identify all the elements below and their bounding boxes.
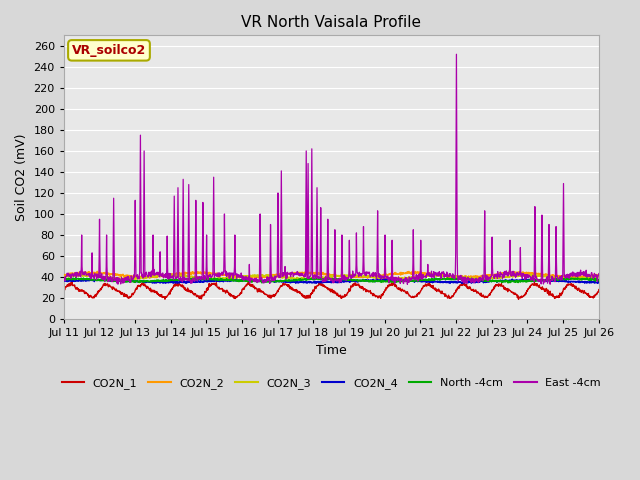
Title: VR North Vaisala Profile: VR North Vaisala Profile [241,15,421,30]
North -4cm [595,277,603,283]
North -4cm [166,278,173,284]
East -4cm [60,274,68,280]
North -4cm [415,277,422,283]
East -4cm [166,276,173,281]
CO2N_1 [239,287,247,292]
CO2N_3 [532,273,540,278]
CO2N_1 [60,288,68,294]
North -4cm [485,278,493,284]
CO2N_1 [484,292,492,298]
CO2N_3 [239,274,246,280]
CO2N_1 [595,287,603,292]
CO2N_2 [415,269,422,275]
CO2N_4 [485,279,493,285]
CO2N_2 [179,271,187,277]
CO2N_1 [179,284,187,290]
CO2N_2 [563,276,570,281]
Line: North -4cm: North -4cm [64,278,599,283]
East -4cm [532,276,540,281]
X-axis label: Time: Time [316,344,347,357]
CO2N_4 [532,277,540,283]
East -4cm [485,274,493,280]
North -4cm [191,275,199,281]
CO2N_4 [166,279,173,285]
North -4cm [532,278,540,284]
Legend: CO2N_1, CO2N_2, CO2N_3, CO2N_4, North -4cm, East -4cm: CO2N_1, CO2N_2, CO2N_3, CO2N_4, North -4… [57,373,605,393]
CO2N_3 [527,272,534,277]
East -4cm [595,271,603,276]
CO2N_1 [515,297,522,302]
East -4cm [403,281,411,287]
North -4cm [60,276,68,281]
CO2N_4 [415,278,422,284]
East -4cm [452,51,460,57]
CO2N_3 [484,276,492,281]
CO2N_3 [577,277,584,283]
CO2N_4 [377,276,385,282]
Line: CO2N_2: CO2N_2 [64,271,599,278]
CO2N_3 [60,275,68,280]
CO2N_2 [60,272,68,278]
CO2N_4 [179,279,187,285]
CO2N_2 [93,268,101,274]
North -4cm [239,277,247,283]
CO2N_2 [484,273,492,279]
CO2N_4 [595,279,603,285]
CO2N_3 [166,273,173,278]
CO2N_4 [60,278,68,284]
CO2N_4 [239,277,246,283]
Line: CO2N_4: CO2N_4 [64,279,599,283]
East -4cm [239,273,246,279]
CO2N_1 [166,291,174,297]
CO2N_2 [166,272,174,277]
CO2N_3 [179,274,187,280]
CO2N_3 [595,273,603,278]
CO2N_3 [414,273,422,279]
CO2N_1 [532,281,540,287]
North -4cm [258,280,266,286]
CO2N_2 [595,272,603,278]
Text: VR_soilco2: VR_soilco2 [72,44,146,57]
CO2N_1 [415,291,422,297]
CO2N_2 [532,270,540,276]
East -4cm [179,229,187,235]
Line: East -4cm: East -4cm [64,54,599,284]
Line: CO2N_3: CO2N_3 [64,275,599,280]
Y-axis label: Soil CO2 (mV): Soil CO2 (mV) [15,133,28,221]
North -4cm [179,277,187,283]
CO2N_1 [68,279,76,285]
East -4cm [415,277,422,283]
CO2N_2 [239,274,247,279]
Line: CO2N_1: CO2N_1 [64,282,599,300]
CO2N_4 [446,280,454,286]
